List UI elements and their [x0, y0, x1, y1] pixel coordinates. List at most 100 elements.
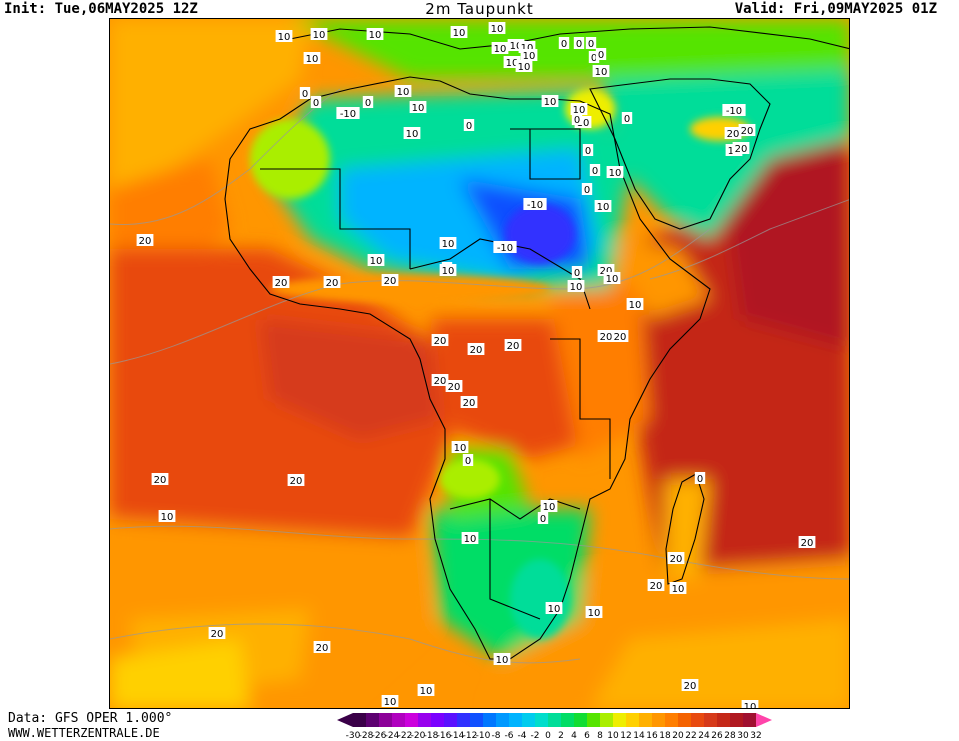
svg-text:20: 20 — [326, 278, 339, 289]
svg-text:20: 20 — [735, 144, 748, 155]
arabia-coastline — [589, 78, 771, 230]
colorbar-cell — [353, 713, 366, 727]
contour-label: 10 — [603, 272, 621, 285]
contour-label: 0 — [362, 96, 374, 109]
colorbar-cell — [691, 713, 704, 727]
svg-text:20: 20 — [650, 581, 663, 592]
svg-text:-10: -10 — [340, 109, 356, 120]
svg-text:0: 0 — [540, 514, 546, 525]
contour-label: 10 — [488, 22, 506, 35]
svg-text:0: 0 — [598, 50, 604, 61]
isoline — [110, 228, 711, 365]
colorbar-tick-label: 24 — [698, 731, 710, 740]
contour-label: -10 — [336, 107, 360, 120]
contour-label: 0 — [585, 37, 597, 50]
svg-text:10: 10 — [420, 686, 433, 697]
mediterranean-moist-zone — [290, 19, 849, 79]
svg-text:20: 20 — [448, 382, 461, 393]
colorbar-tick-label: -20 — [411, 731, 426, 740]
svg-text:10: 10 — [370, 256, 383, 267]
contour-label: -10 — [493, 241, 517, 254]
svg-text:10: 10 — [510, 41, 523, 52]
svg-text:0: 0 — [313, 98, 319, 109]
svg-text:10: 10 — [491, 24, 504, 35]
contour-label: 20 — [460, 396, 478, 409]
svg-text:10: 10 — [548, 604, 561, 615]
contour-label: 20 — [724, 127, 742, 140]
contour-label: 10 — [541, 95, 559, 108]
colorbar-cell — [613, 713, 626, 727]
africa-coastline — [224, 76, 711, 660]
colorbar-tick-label: -24 — [385, 731, 400, 740]
svg-text:-10: -10 — [497, 243, 513, 254]
colorbar-tick-label: 16 — [646, 731, 658, 740]
svg-text:20: 20 — [290, 476, 303, 487]
svg-text:10: 10 — [454, 443, 467, 454]
contour-label: 20 — [597, 330, 615, 343]
colorbar-cell — [366, 713, 379, 727]
contour-label: 0 — [694, 472, 706, 485]
north-atlantic-zone — [110, 19, 310, 189]
contour-label: 0 — [310, 96, 322, 109]
colorbar-cell — [600, 713, 613, 727]
contour-label: 10 — [403, 127, 421, 140]
svg-text:10: 10 — [672, 584, 685, 595]
contour-label: 0 — [588, 51, 600, 64]
svg-text:10: 10 — [588, 608, 601, 619]
colorbar-cell — [496, 713, 509, 727]
contour-label: 0 — [581, 183, 593, 196]
svg-text:10: 10 — [442, 239, 455, 250]
nile-border — [510, 128, 581, 180]
contour-label: 20 — [272, 276, 290, 289]
contour-label: 10 — [310, 28, 328, 41]
svg-text:0: 0 — [576, 39, 582, 50]
svg-text:0: 0 — [561, 39, 567, 50]
contour-label: 10 — [545, 602, 563, 615]
svg-text:20: 20 — [316, 643, 329, 654]
valid-time-label: Valid: Fri,09MAY2025 01Z — [734, 1, 937, 17]
svg-text:20: 20 — [211, 629, 224, 640]
svg-text:10: 10 — [278, 32, 291, 43]
svg-text:10: 10 — [494, 44, 507, 55]
east-africa-border — [550, 338, 611, 479]
colorbar-tick-label: 10 — [607, 731, 619, 740]
colorbar-cell — [561, 713, 574, 727]
svg-text:20: 20 — [727, 129, 740, 140]
svg-text:20: 20 — [470, 345, 483, 356]
svg-text:10: 10 — [543, 502, 556, 513]
svg-text:20: 20 — [684, 681, 697, 692]
colorbar-cell — [717, 713, 730, 727]
arabia-dry-zone — [600, 59, 849, 239]
contour-label: -10 — [722, 104, 746, 117]
data-source-label: Data: GFS OPER 1.000° — [8, 711, 173, 726]
sahara-border — [260, 168, 411, 269]
svg-text:10: 10 — [570, 282, 583, 293]
contour-label: 20 — [431, 374, 449, 387]
colorbar-cell — [431, 713, 444, 727]
colorbar-cell — [444, 713, 457, 727]
svg-text:20: 20 — [741, 126, 754, 137]
colorbar-tick-label: 6 — [584, 731, 590, 740]
colorbar-tick-label: -8 — [492, 731, 501, 740]
sahel-moist-belt — [270, 275, 550, 303]
contour-label: 20 — [151, 473, 169, 486]
svg-text:10: 10 — [384, 697, 397, 708]
svg-text:10: 10 — [313, 30, 326, 41]
contour-label: 0 — [571, 266, 583, 279]
colorbar-tick-label: 26 — [711, 731, 723, 740]
isoline — [110, 88, 341, 226]
contour-label: 10 — [491, 42, 509, 55]
contour-label: 10 — [669, 582, 687, 595]
southern-cold-zone — [591, 619, 849, 708]
contour-label: 10 — [594, 200, 612, 213]
svg-text:10: 10 — [406, 129, 419, 140]
svg-text:20: 20 — [275, 278, 288, 289]
contour-label: 20 — [287, 474, 305, 487]
contour-label: 0 — [537, 512, 549, 525]
svg-text:20: 20 — [600, 266, 613, 277]
colorbar-tick-label: 18 — [659, 731, 671, 740]
colorbar-cell — [587, 713, 600, 727]
colorbar-cell — [522, 713, 535, 727]
contour-label: 0 — [621, 112, 633, 125]
